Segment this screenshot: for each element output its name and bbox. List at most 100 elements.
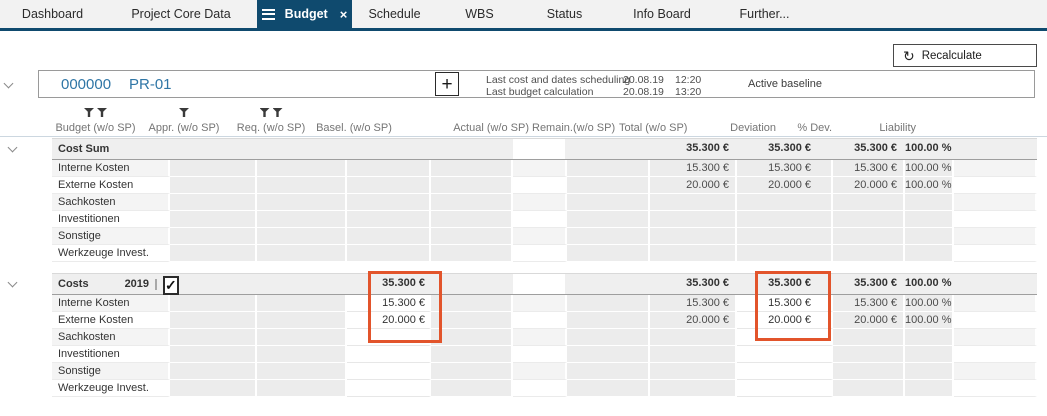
cell-remain bbox=[650, 228, 737, 245]
cell-remain: 15.300 € bbox=[650, 160, 737, 177]
filter-icons bbox=[52, 108, 139, 120]
table-row: Werkzeuge Invest. bbox=[52, 245, 1037, 262]
row-label: Externe Kosten bbox=[52, 177, 170, 194]
costs-checkbox[interactable]: ✓ bbox=[163, 275, 179, 295]
cell-req bbox=[347, 194, 431, 211]
tab-budget[interactable]: Budget × bbox=[257, 0, 352, 28]
cell-deviation: 15.300 € bbox=[833, 160, 905, 177]
column-header-row: Budget (w/o SP) Appr. (w/o SP) Req. (w/o S… bbox=[52, 103, 1037, 136]
column-header-label: Budget (w/o SP) bbox=[55, 122, 136, 134]
cell-total[interactable] bbox=[737, 363, 833, 380]
cell-liability bbox=[954, 295, 1037, 312]
cell-req[interactable]: 35.300 € bbox=[347, 274, 431, 294]
cell-deviation bbox=[833, 194, 905, 211]
cell-total[interactable] bbox=[737, 346, 833, 363]
cell-req[interactable] bbox=[347, 346, 431, 363]
group-name-cell: Cost Sum bbox=[52, 139, 170, 159]
cell-req[interactable] bbox=[347, 363, 431, 380]
row-label: Werkzeuge Invest. bbox=[52, 245, 170, 262]
column-header-label: Remain.(w/o SP) bbox=[532, 122, 616, 134]
cost-group-costs: Costs 2019 ✓ 35.300 €35.300 €35.300 €35.300… bbox=[52, 273, 1037, 397]
cell-deviation: 20.000 € bbox=[833, 312, 905, 329]
tab-schedule[interactable]: Schedule bbox=[352, 0, 437, 28]
cell-basel bbox=[431, 346, 513, 363]
cell-deviation bbox=[833, 228, 905, 245]
cell-budget bbox=[170, 177, 257, 194]
year-checkbox-small[interactable] bbox=[155, 278, 158, 290]
filter-icon[interactable] bbox=[259, 108, 270, 117]
tab-info-board[interactable]: Info Board bbox=[607, 0, 717, 28]
cell-actual bbox=[567, 312, 650, 329]
cell-basel bbox=[431, 245, 513, 262]
cell-req[interactable]: 15.300 € bbox=[347, 295, 431, 312]
last-budget-calc-time: 13:20 bbox=[675, 86, 702, 98]
tab-further[interactable]: Further... bbox=[717, 0, 812, 28]
row-label: Sonstige bbox=[52, 363, 170, 380]
cell-total[interactable] bbox=[737, 380, 833, 397]
filter-icon[interactable] bbox=[272, 108, 283, 117]
row-label: Sachkosten bbox=[52, 329, 170, 346]
cell-appr bbox=[257, 160, 347, 177]
cell-deviation bbox=[833, 363, 905, 380]
cell-total[interactable]: 15.300 € bbox=[737, 295, 833, 312]
refresh-icon: ↻ bbox=[903, 47, 915, 64]
cell-appr bbox=[257, 295, 347, 312]
cell-pdev bbox=[905, 346, 954, 363]
cell-total[interactable]: 20.000 € bbox=[737, 312, 833, 329]
recalculate-button[interactable]: ↻ Recalculate bbox=[893, 44, 1037, 67]
cell-req bbox=[347, 139, 431, 159]
cell-actual bbox=[567, 346, 650, 363]
column-header-actual: Actual (w/o SP) bbox=[449, 103, 532, 136]
filter-icon[interactable] bbox=[97, 108, 107, 117]
cell-pdev bbox=[905, 380, 954, 397]
tab-dashboard[interactable]: Dashboard bbox=[0, 0, 105, 28]
group-name: Cost Sum bbox=[58, 142, 110, 155]
cell-pdev bbox=[905, 363, 954, 380]
row-label: Investitionen bbox=[52, 346, 170, 363]
cell-basel bbox=[431, 139, 513, 159]
project-id: 000000 bbox=[61, 76, 112, 93]
filter-icons bbox=[787, 108, 836, 120]
cost-group-cost-sum: Cost Sum 35.300 €35.300 €35.300 €100.00 %… bbox=[52, 138, 1037, 262]
cell-req bbox=[347, 160, 431, 177]
column-gap bbox=[395, 103, 449, 136]
project-code: PR-01 bbox=[129, 76, 172, 93]
chevron-down-icon[interactable] bbox=[7, 277, 18, 288]
cell-pdev bbox=[905, 329, 954, 346]
cell-gap bbox=[513, 329, 567, 346]
tab-status[interactable]: Status bbox=[522, 0, 607, 28]
table-row: Externe Kosten 20.000 €20.000 €20.000 €10… bbox=[52, 177, 1037, 194]
cell-appr bbox=[257, 245, 347, 262]
cell-appr bbox=[257, 363, 347, 380]
cell-gap bbox=[513, 177, 567, 194]
cell-deviation bbox=[833, 211, 905, 228]
chevron-down-icon[interactable] bbox=[3, 78, 14, 89]
filter-icon[interactable] bbox=[179, 108, 189, 117]
tab-project-core-data[interactable]: Project Core Data bbox=[105, 0, 257, 28]
tab-wbs[interactable]: WBS bbox=[437, 0, 522, 28]
plus-icon[interactable]: + bbox=[435, 72, 459, 96]
cell-remain bbox=[650, 363, 737, 380]
table-row: Investitionen bbox=[52, 211, 1037, 228]
cell-budget bbox=[170, 329, 257, 346]
filter-icon[interactable] bbox=[84, 108, 94, 117]
tab-label: Budget bbox=[284, 7, 328, 21]
cell-liability bbox=[954, 139, 1037, 159]
cell-req[interactable] bbox=[347, 380, 431, 397]
row-label: Interne Kosten bbox=[52, 160, 170, 177]
cell-actual bbox=[567, 228, 650, 245]
group-header-row: Cost Sum 35.300 €35.300 €35.300 €100.00 % bbox=[52, 138, 1037, 160]
cell-req[interactable] bbox=[347, 329, 431, 346]
hamburger-menu-icon[interactable] bbox=[261, 8, 275, 20]
header-divider bbox=[0, 136, 1047, 137]
cell-actual bbox=[567, 245, 650, 262]
close-icon[interactable]: × bbox=[339, 6, 348, 22]
cell-req[interactable]: 20.000 € bbox=[347, 312, 431, 329]
cell-liability bbox=[954, 245, 1037, 262]
cell-remain bbox=[650, 346, 737, 363]
cell-total[interactable] bbox=[737, 329, 833, 346]
cell-appr bbox=[257, 312, 347, 329]
cell-liability bbox=[954, 177, 1037, 194]
cell-total[interactable]: 35.300 € bbox=[737, 274, 833, 294]
chevron-down-icon[interactable] bbox=[7, 142, 18, 153]
